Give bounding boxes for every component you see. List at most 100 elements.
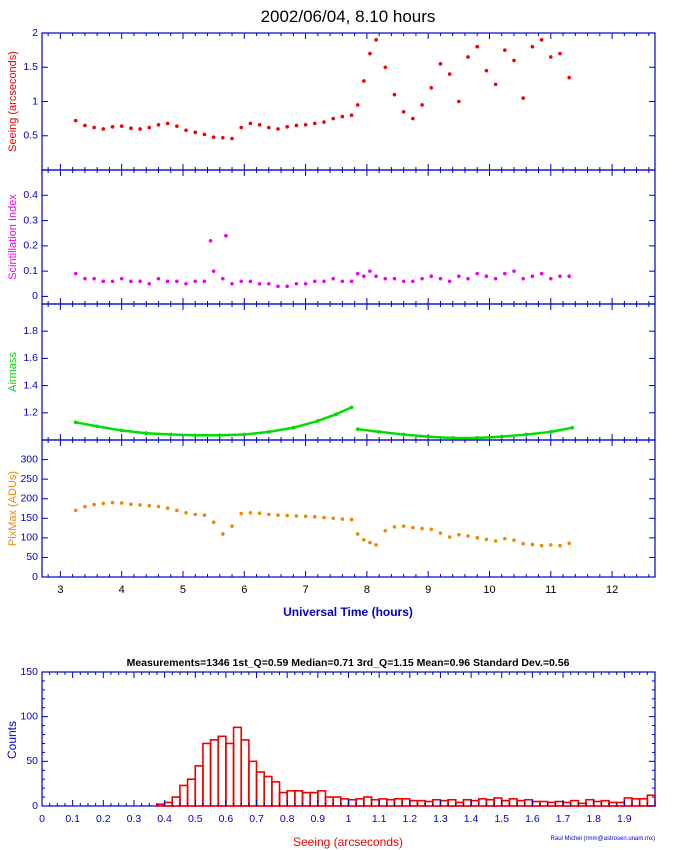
data-point [539,543,544,548]
y-axis-label: Seeing (arcseconds) [7,51,19,152]
histogram-bar [592,800,603,807]
airmass-segment [317,412,337,423]
data-point [285,125,290,129]
data-point [165,279,170,284]
panel-frame [41,169,656,305]
data-point [303,122,308,127]
data-point [503,48,507,52]
histogram-y-tick-label: 50 [26,755,38,767]
y-tick-label: 250 [20,473,38,485]
histogram-y-axis-label: Counts [5,721,19,759]
y-tick-label: 0.1 [23,265,38,277]
histogram-bar [539,800,549,807]
data-point [438,531,443,535]
data-point [447,279,452,284]
time-series-panels: 0.5 1 1.5 2 Seeing (arcseconds) 0 0.1 0.2 0.3 0.4… [7,27,656,583]
outlier-point [208,238,213,243]
histogram-bar [615,801,626,807]
data-point [457,99,461,104]
y-tick-label: 50 [26,551,38,563]
data-point [368,269,372,273]
histogram-bar [562,801,572,807]
histogram-bar [347,798,357,807]
data-point [248,279,253,284]
data-point [447,72,452,76]
data-point [175,279,179,284]
histogram-bar [332,796,342,807]
data-point [202,513,207,517]
histogram-bar [569,799,580,807]
histogram-bar [554,800,564,807]
data-point [475,271,480,276]
airmass-segment [335,406,353,416]
data-point [401,279,406,284]
data-point [355,532,360,536]
histogram-bar [454,801,465,807]
histogram-bar [577,802,587,807]
data-point [184,511,188,515]
data-point [175,508,179,513]
data-point [221,276,225,281]
data-point [138,279,142,284]
data-point [110,500,115,505]
airmass-segment [170,433,196,437]
panel-frame [41,303,656,441]
data-point [119,501,124,505]
data-point [457,532,461,537]
data-point [230,524,234,528]
data-point [567,274,571,278]
histogram-bar [225,742,235,807]
data-point [383,65,388,70]
histogram-bar [408,799,419,807]
histogram-bar [301,791,311,807]
data-point [530,542,535,547]
data-point [193,130,198,135]
data-point [355,103,360,107]
data-point [119,276,124,281]
data-point [475,536,480,540]
histogram-y-tick-label: 100 [20,710,38,722]
histogram-x-tick-label: 1.3 [433,813,448,825]
data-point [83,504,87,509]
data-point [138,127,142,131]
data-point [466,55,470,59]
histogram-bar [393,798,403,807]
histogram-y-tick-label: 150 [20,666,38,678]
y-tick-label: 1.5 [23,61,38,73]
data-point [349,279,354,284]
data-point [530,44,535,49]
data-point [539,38,544,42]
airmass-segment [379,430,404,436]
histogram-x-tick-label: 0.1 [65,813,80,825]
data-point [411,525,415,530]
data-point [92,502,96,507]
histogram-bar [585,798,595,807]
data-point [110,125,115,129]
data-point [175,124,179,128]
x-tick-label: 3 [57,584,63,596]
histogram-bar [317,790,327,807]
data-point [73,271,78,276]
data-point [362,79,366,83]
histogram-bar [278,791,289,807]
histogram-bar [171,796,181,807]
data-point [457,274,461,278]
histogram-bar [516,799,526,807]
outlier-point [224,233,228,238]
histogram-x-tick-label: 1.6 [525,813,540,825]
histogram-bar [386,798,396,807]
histogram-x-tick-label: 1 [346,813,352,825]
data-point [392,276,397,281]
histogram-bar [324,796,334,807]
data-point [129,279,133,284]
data-point [101,127,106,131]
airmass-segment [428,435,453,440]
data-point [503,536,507,541]
histogram-x-tick-label: 0.8 [280,813,295,825]
histogram-x-tick-label: 1.1 [372,813,387,825]
data-point [267,512,271,517]
histogram-x-tick-label: 0.3 [127,813,142,825]
data-point [331,116,335,121]
data-point [429,274,434,278]
data-point [340,279,345,284]
